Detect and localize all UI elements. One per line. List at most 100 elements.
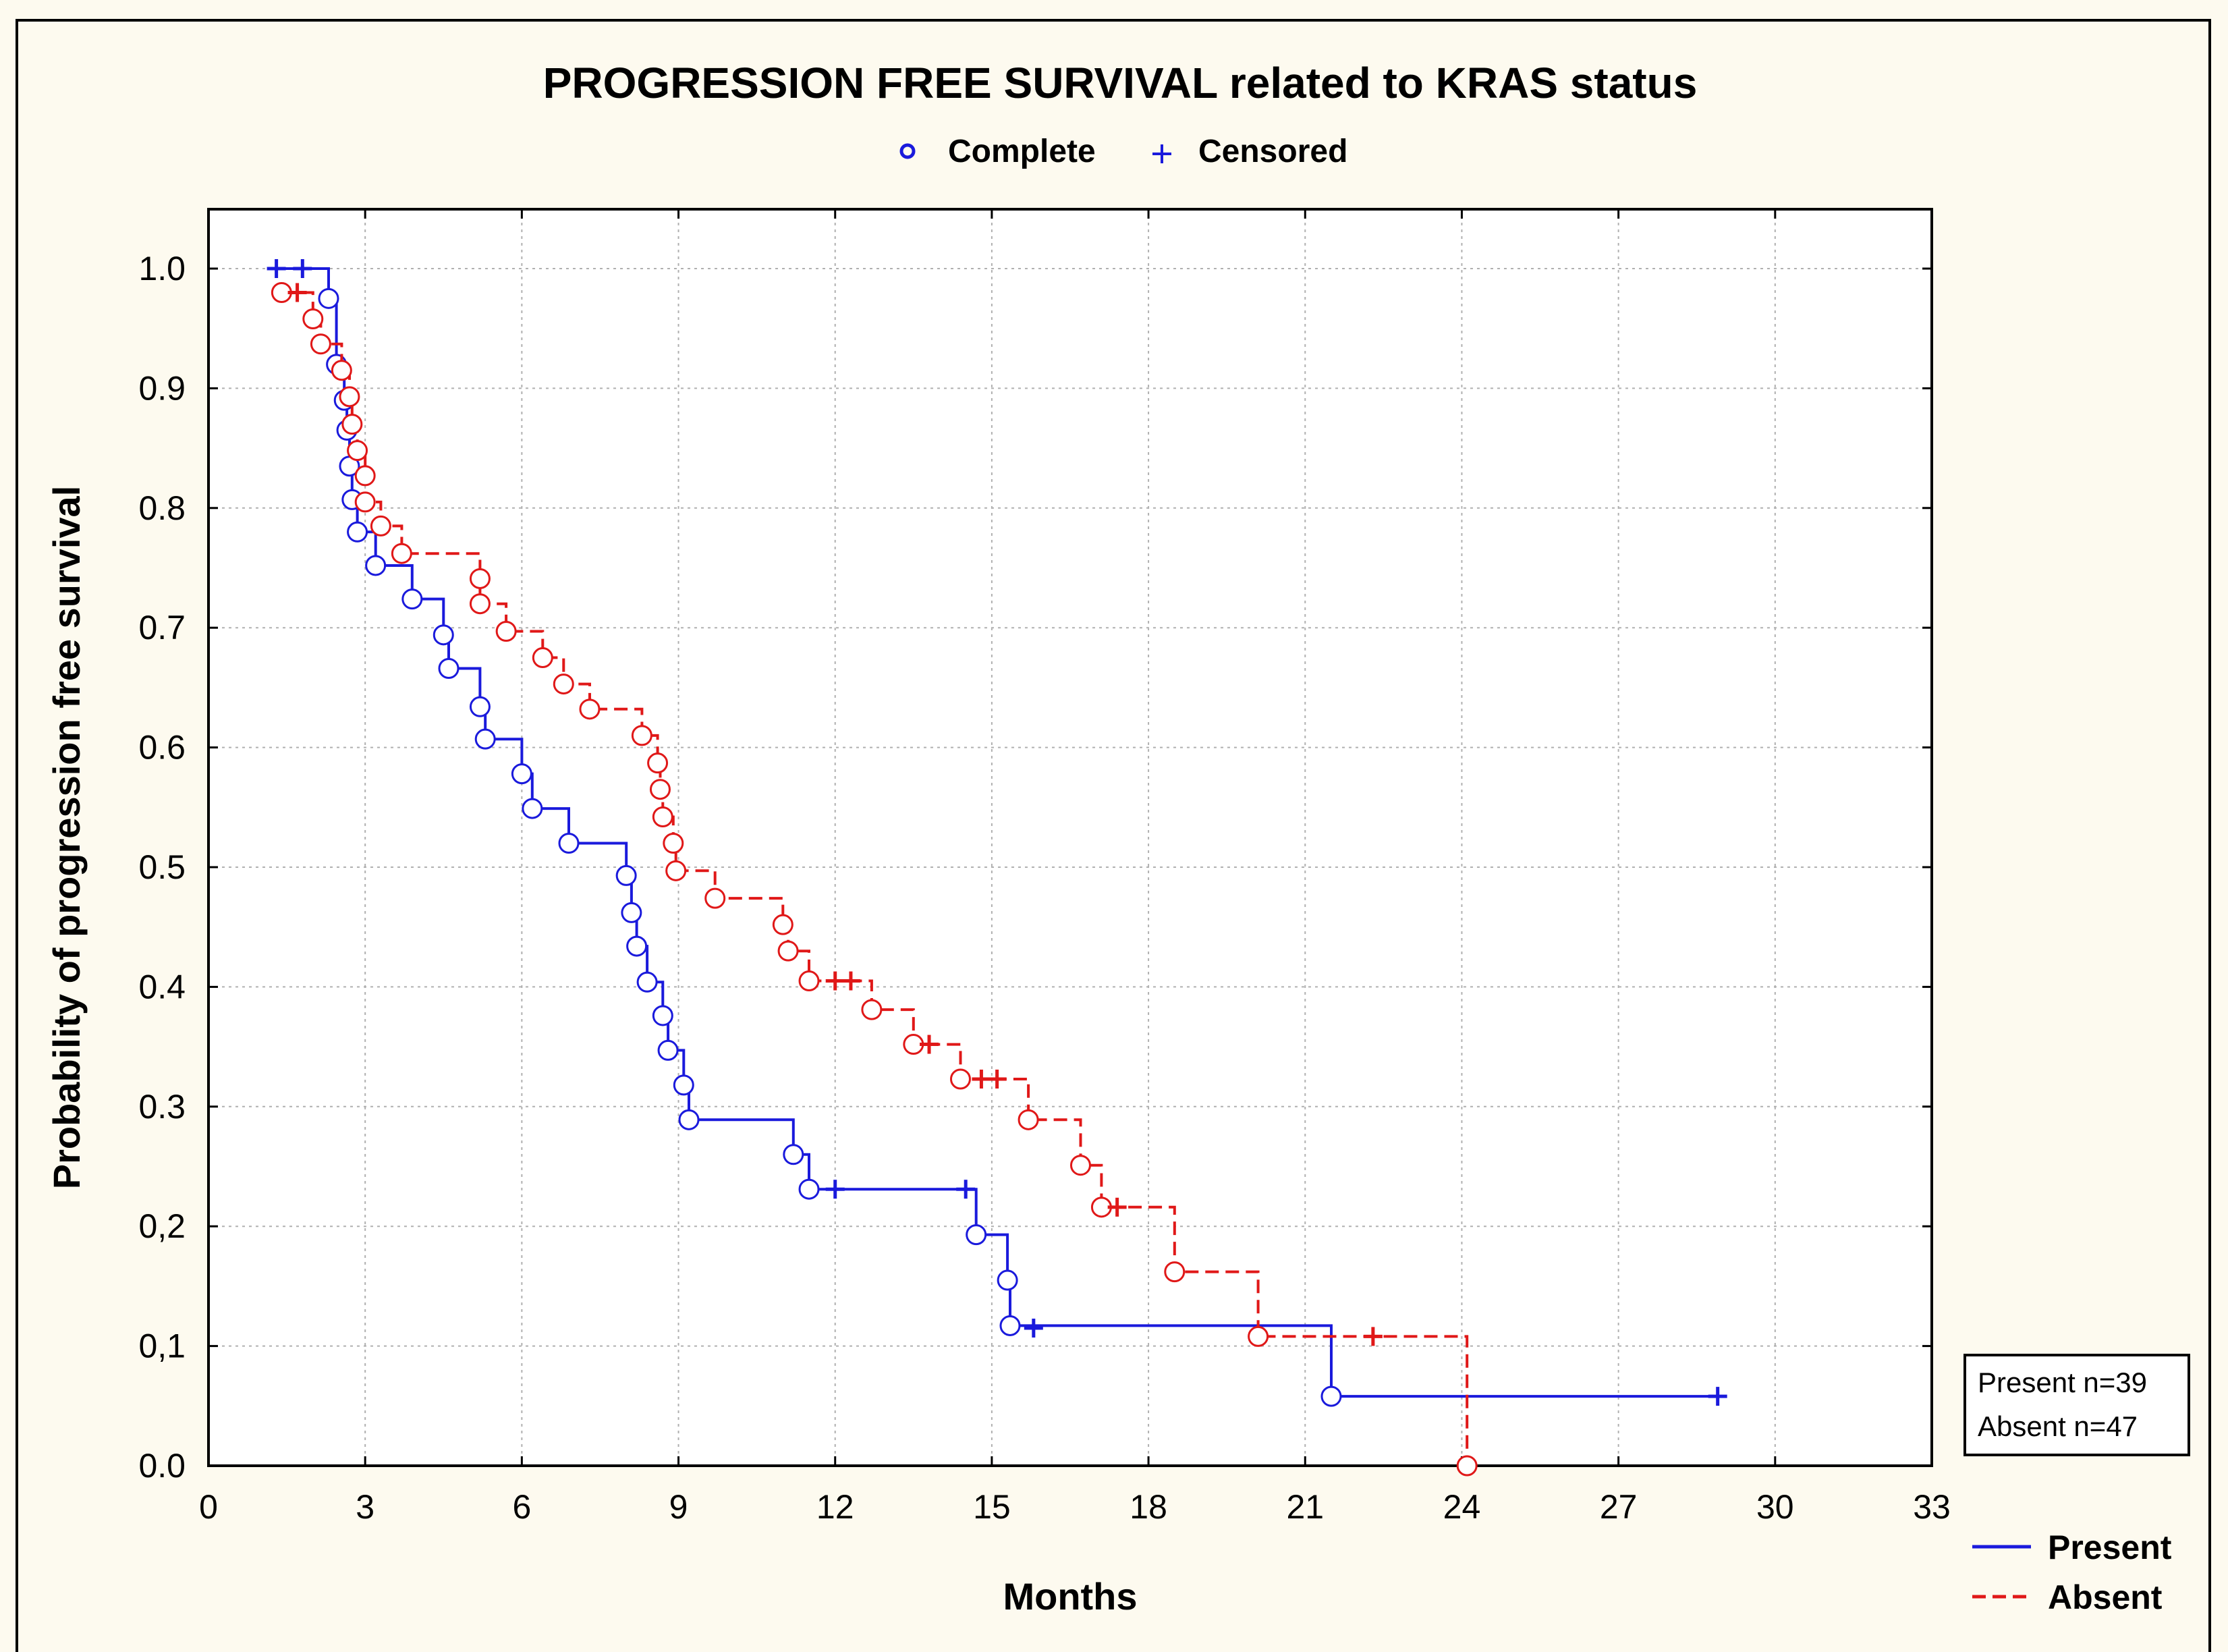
absent-censored-point xyxy=(1363,1327,1383,1346)
absent-event-point xyxy=(310,333,331,355)
x-tick-label: 12 xyxy=(816,1488,854,1526)
present-event-point xyxy=(783,1144,804,1165)
present-event-point xyxy=(522,798,543,819)
present-event-point xyxy=(652,1005,673,1026)
y-tick-label: 0.4 xyxy=(138,968,186,1006)
absent-event-point xyxy=(663,833,684,854)
y-tick-label: 0,2 xyxy=(138,1207,186,1245)
present-event-point xyxy=(615,864,637,886)
absent-event-point xyxy=(347,440,368,462)
present-event-point xyxy=(1320,1385,1342,1407)
complete-legend-label: Complete xyxy=(948,134,1096,169)
y-tick-label: 0.9 xyxy=(138,369,186,407)
series-legend: Present Absent xyxy=(1972,1529,2172,1616)
present-event-point xyxy=(626,935,648,957)
x-tick-label: 0 xyxy=(199,1488,218,1526)
absent-event-point xyxy=(341,414,363,435)
present-event-point xyxy=(636,971,658,993)
present-event-point xyxy=(438,658,459,680)
axes: 0 3 6 9 12 15 18 21 24 27 30 33 0.0 0,1 0,2 0.3 0.4 0.5 0.… xyxy=(138,209,1951,1526)
present-event-point xyxy=(474,728,496,750)
present-event-point xyxy=(318,287,339,309)
present-event-point xyxy=(433,624,454,646)
present-event-point xyxy=(558,833,580,854)
absent-event-point xyxy=(1248,1325,1269,1347)
series-layer xyxy=(267,259,1727,1477)
y-tick-label: 0.8 xyxy=(138,489,186,527)
absent-censored-point xyxy=(920,1035,939,1054)
present-event-point xyxy=(469,696,491,717)
present-censored-point xyxy=(1708,1387,1727,1406)
x-tick-label: 15 xyxy=(973,1488,1011,1526)
y-tick-label: 0.3 xyxy=(138,1088,186,1126)
y-axis-label: Probability of progression free survival xyxy=(45,486,88,1190)
present-event-point xyxy=(673,1074,694,1096)
present-event-point xyxy=(347,521,368,543)
absent-event-point xyxy=(331,360,352,381)
n-box-absent: Absent n=47 xyxy=(1978,1410,2138,1442)
absent-series xyxy=(271,281,1478,1477)
absent-event-point xyxy=(1018,1109,1039,1130)
absent-event-point xyxy=(777,940,799,962)
present-censored-point xyxy=(267,259,286,278)
present-event-point xyxy=(511,763,532,785)
y-tick-label: 0.5 xyxy=(138,848,186,886)
present-censored-point xyxy=(956,1180,976,1199)
x-tick-label: 18 xyxy=(1130,1488,1167,1526)
absent-event-point xyxy=(949,1068,971,1090)
absent-event-point xyxy=(1164,1261,1186,1283)
present-event-point xyxy=(621,902,642,923)
y-tick-label: 0,1 xyxy=(138,1327,186,1365)
present-event-point xyxy=(999,1315,1021,1336)
marker-legend: Complete Censored xyxy=(899,134,1347,169)
absent-event-point xyxy=(665,860,687,881)
x-tick-label: 24 xyxy=(1443,1488,1481,1526)
present-censored-point xyxy=(293,259,312,278)
plot-area xyxy=(207,208,1933,1467)
absent-event-point xyxy=(391,543,412,564)
absent-event-point xyxy=(579,698,601,720)
present-event-point xyxy=(401,588,423,610)
x-tick-label: 30 xyxy=(1756,1488,1794,1526)
present-event-point xyxy=(798,1178,820,1200)
absent-event-point xyxy=(649,779,671,800)
absent-event-point xyxy=(647,752,669,774)
grid xyxy=(208,209,1932,1466)
x-tick-label: 21 xyxy=(1286,1488,1324,1526)
absent-legend-label: Absent xyxy=(2048,1578,2163,1616)
absent-event-point xyxy=(861,999,883,1020)
absent-censored-point xyxy=(841,971,860,991)
present-event-point xyxy=(997,1269,1018,1291)
absent-event-point xyxy=(354,491,376,513)
present-event-point xyxy=(657,1039,679,1061)
censored-marker-icon xyxy=(1152,144,1171,163)
n-box: Present n=39 Absent n=47 xyxy=(1964,1354,2190,1456)
absent-event-point xyxy=(553,673,574,695)
present-event-point xyxy=(678,1109,700,1130)
present-event-point xyxy=(365,555,387,576)
y-tick-label: 0.7 xyxy=(138,609,186,646)
absent-censored-point xyxy=(1107,1197,1127,1217)
x-tick-label: 33 xyxy=(1913,1488,1951,1526)
absent-censored-point xyxy=(987,1069,1007,1089)
chart-title: PROGRESSION FREE SURVIVAL related to KRA… xyxy=(543,59,1698,107)
absent-event-point xyxy=(370,515,391,536)
x-tick-label: 6 xyxy=(512,1488,531,1526)
complete-marker-icon xyxy=(899,143,916,159)
absent-event-point xyxy=(1069,1155,1091,1176)
absent-event-point xyxy=(532,647,553,669)
x-tick-label: 9 xyxy=(669,1488,688,1526)
n-box-frame xyxy=(1964,1354,2190,1456)
present-censored-point xyxy=(1024,1318,1043,1338)
present-legend-label: Present xyxy=(2048,1529,2172,1566)
present-event-point xyxy=(966,1224,987,1246)
absent-event-point xyxy=(495,621,517,642)
absent-censored-point xyxy=(287,283,307,302)
absent-event-point xyxy=(354,465,376,487)
absent-event-point xyxy=(469,568,491,589)
absent-event-point xyxy=(302,308,324,330)
absent-event-point xyxy=(469,593,491,615)
absent-event-point xyxy=(339,386,360,408)
absent-event-point xyxy=(798,970,820,992)
